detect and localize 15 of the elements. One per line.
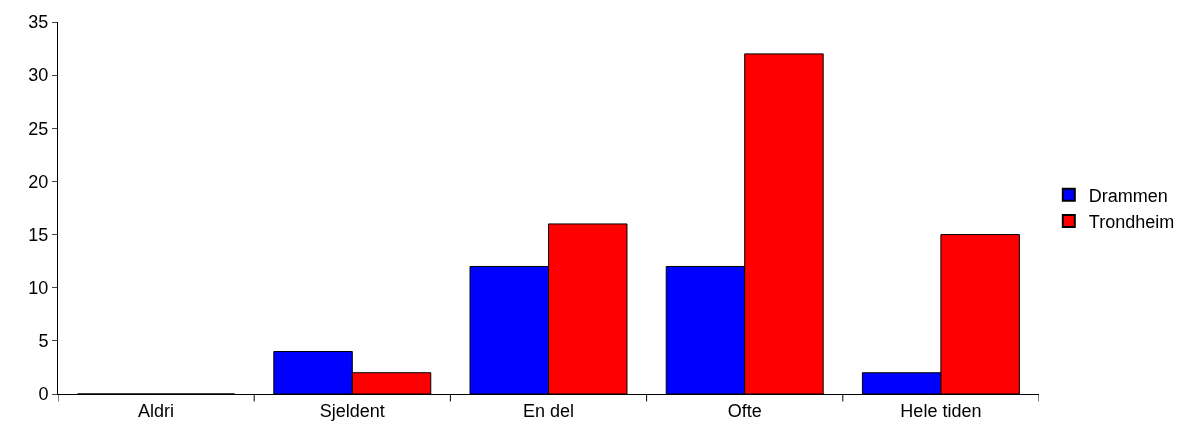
y-tick-label: 35	[28, 12, 49, 33]
y-tick-label: 20	[28, 171, 49, 192]
x-tick-label: Sjeldent	[319, 400, 385, 421]
y-tick-label: 25	[28, 118, 49, 139]
y-tick-label: 15	[28, 224, 49, 245]
y-tick-label: 5	[38, 331, 49, 352]
x-tick-label: Hele tiden	[900, 400, 982, 421]
y-tick-label: 10	[28, 278, 49, 299]
x-tick-label: Aldri	[138, 400, 175, 421]
legend-label: Drammen	[1088, 185, 1168, 206]
y-tick-label: 30	[28, 65, 49, 86]
x-tick-label: Ofte	[727, 400, 762, 421]
x-tick-label: En del	[522, 400, 575, 421]
legend-label: Trondheim	[1088, 212, 1175, 233]
y-tick-label: 0	[38, 384, 49, 405]
